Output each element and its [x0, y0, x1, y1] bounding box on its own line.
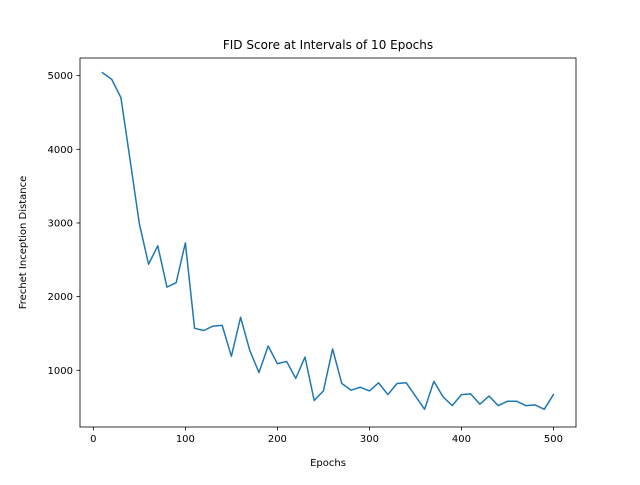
y-tick-label: 3000	[48, 218, 73, 229]
x-tick-label: 400	[452, 434, 471, 445]
x-tick-label: 500	[544, 434, 563, 445]
y-axis: 1000 2000 3000 4000 5000	[48, 71, 80, 377]
y-tick-label: 4000	[48, 145, 73, 156]
x-tick-label: 300	[360, 434, 379, 445]
y-axis-label: Frechet Inception Distance	[18, 176, 29, 310]
x-tick-label: 100	[176, 434, 195, 445]
x-tick-label: 200	[268, 434, 287, 445]
chart-title: FID Score at Intervals of 10 Epochs	[223, 38, 433, 52]
y-tick-label: 2000	[48, 292, 73, 303]
x-tick-label: 0	[90, 434, 96, 445]
y-tick-label: 5000	[48, 71, 73, 82]
x-axis-label: Epochs	[310, 458, 346, 469]
y-tick-label: 1000	[48, 366, 73, 377]
x-axis: 0 100 200 300 400 500	[90, 427, 563, 445]
